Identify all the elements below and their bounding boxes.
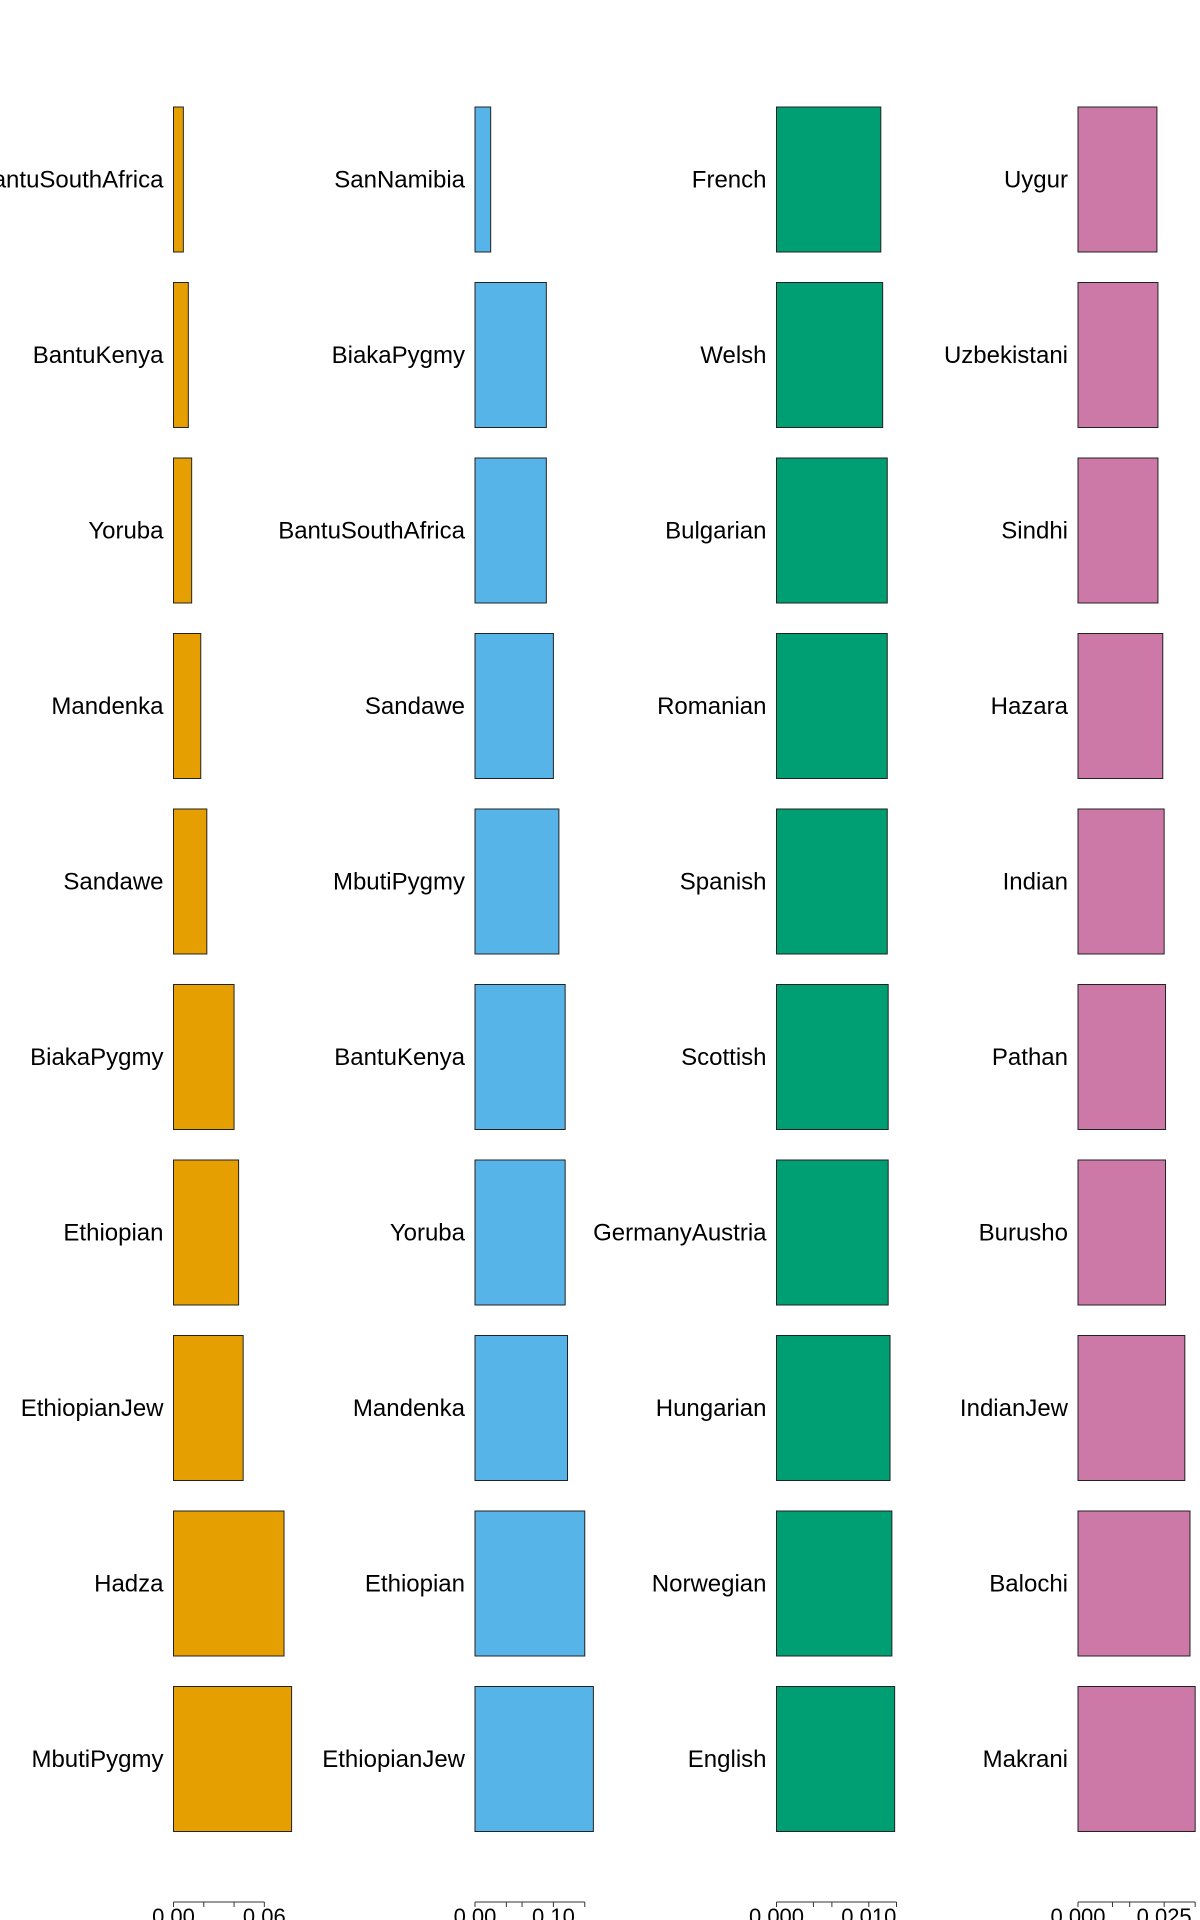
category-label: Scottish bbox=[681, 1044, 766, 1071]
category-label: Sindhi bbox=[1001, 518, 1068, 545]
category-label: Pathan bbox=[992, 1044, 1068, 1071]
bar bbox=[776, 282, 884, 428]
bar bbox=[1077, 808, 1165, 955]
category-label: IndianJew bbox=[960, 1395, 1069, 1422]
bar bbox=[173, 1335, 244, 1481]
bar bbox=[776, 808, 888, 955]
bar bbox=[776, 106, 882, 253]
category-label: Ethiopian bbox=[63, 1220, 163, 1247]
bar bbox=[474, 1335, 569, 1481]
category-label: SanNamibia bbox=[334, 167, 465, 194]
category-label: Hungarian bbox=[656, 1395, 767, 1422]
bar bbox=[173, 984, 235, 1130]
category-label: MbutiPygmy bbox=[333, 869, 465, 896]
bar bbox=[173, 1159, 240, 1306]
category-label: Yoruba bbox=[390, 1220, 466, 1247]
tick-label: 0.06 bbox=[243, 1904, 286, 1920]
category-label: Balochi bbox=[989, 1571, 1068, 1598]
category-label: Uzbekistani bbox=[944, 342, 1068, 369]
category-label: Burusho bbox=[979, 1220, 1068, 1247]
bar bbox=[173, 808, 208, 955]
category-label: Sandawe bbox=[365, 693, 465, 720]
category-label: Hadza bbox=[94, 1571, 164, 1598]
bar bbox=[776, 1159, 889, 1306]
category-label: Makrani bbox=[983, 1746, 1068, 1773]
tick-label: 0.00 bbox=[152, 1904, 195, 1920]
bar bbox=[1077, 282, 1159, 428]
bar bbox=[474, 984, 566, 1130]
category-label: Spanish bbox=[680, 869, 767, 896]
bar bbox=[776, 1686, 896, 1832]
category-label: Ethiopian bbox=[365, 1571, 465, 1598]
category-label: Yoruba bbox=[88, 518, 164, 545]
category-label: English bbox=[688, 1746, 767, 1773]
bar bbox=[474, 808, 560, 955]
category-label: BantuKenya bbox=[33, 342, 164, 369]
bar bbox=[474, 282, 547, 428]
bar bbox=[173, 633, 202, 779]
bar bbox=[1077, 1686, 1196, 1832]
bar bbox=[173, 457, 193, 604]
category-label: Uygur bbox=[1004, 167, 1068, 194]
category-label: EthiopianJew bbox=[21, 1395, 164, 1422]
category-label: Hazara bbox=[991, 693, 1069, 720]
bar bbox=[776, 984, 889, 1130]
category-label: BantuKenya bbox=[334, 1044, 465, 1071]
bar bbox=[474, 1159, 566, 1306]
bar bbox=[776, 457, 888, 604]
bar bbox=[1077, 106, 1158, 253]
tick-label: 0.010 bbox=[841, 1904, 896, 1920]
category-label: BiakaPygmy bbox=[30, 1044, 163, 1071]
bar bbox=[1077, 1510, 1191, 1657]
category-label: MbutiPygmy bbox=[31, 1746, 163, 1773]
category-label: BantuSouthAfrica bbox=[0, 167, 164, 194]
bar bbox=[474, 1510, 586, 1657]
bar bbox=[776, 1335, 891, 1481]
category-label: Indian bbox=[1003, 869, 1068, 896]
tick-label: 0.00 bbox=[454, 1904, 497, 1920]
category-label: Mandenka bbox=[51, 693, 164, 720]
category-label: EthiopianJew bbox=[322, 1746, 465, 1773]
bar bbox=[474, 106, 492, 253]
category-label: BiakaPygmy bbox=[332, 342, 465, 369]
bar bbox=[474, 1686, 594, 1832]
tick-label: 0.10 bbox=[532, 1904, 575, 1920]
category-label: Sandawe bbox=[63, 869, 163, 896]
bar bbox=[474, 633, 554, 779]
category-label: Norwegian bbox=[652, 1571, 767, 1598]
bar bbox=[173, 1510, 285, 1657]
category-label: Mandenka bbox=[353, 1395, 466, 1422]
bar bbox=[474, 457, 547, 604]
bar bbox=[173, 1686, 293, 1832]
bar bbox=[173, 106, 184, 253]
bar bbox=[1077, 457, 1159, 604]
category-label: Welsh bbox=[700, 342, 766, 369]
bar bbox=[1077, 1159, 1167, 1306]
category-label: French bbox=[692, 167, 767, 194]
bar bbox=[776, 1510, 893, 1657]
tick-label: 0.025 bbox=[1137, 1904, 1192, 1920]
category-label: GermanyAustria bbox=[593, 1220, 767, 1247]
category-label: BantuSouthAfrica bbox=[278, 518, 465, 545]
bar bbox=[1077, 633, 1164, 779]
bar bbox=[776, 633, 888, 779]
bar bbox=[173, 282, 189, 428]
bar bbox=[1077, 1335, 1186, 1481]
category-label: Bulgarian bbox=[665, 518, 766, 545]
tick-label: 0.000 bbox=[749, 1904, 804, 1920]
tick-label: 0.000 bbox=[1050, 1904, 1105, 1920]
bar bbox=[1077, 984, 1167, 1130]
category-label: Romanian bbox=[657, 693, 766, 720]
